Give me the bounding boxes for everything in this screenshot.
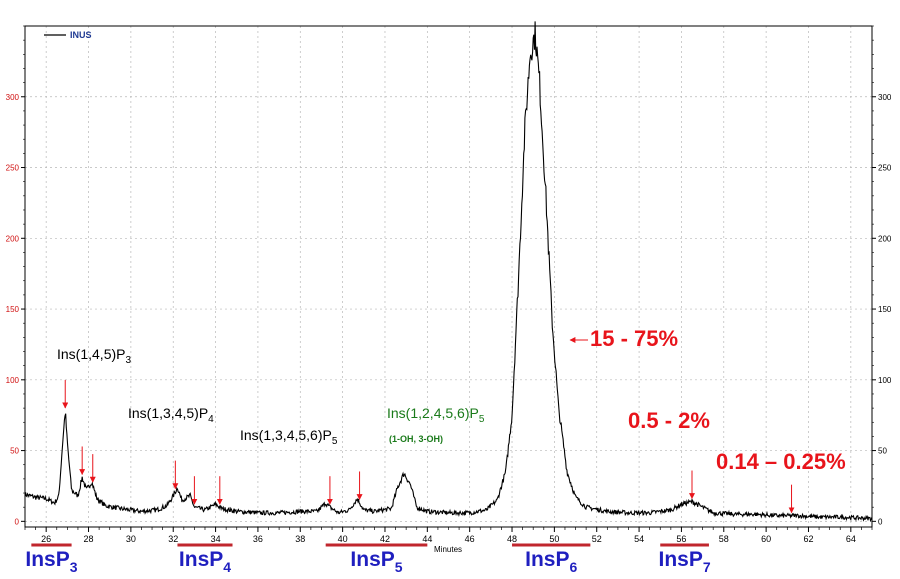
y-tick-label-left: 50: [10, 447, 19, 456]
annotation-pct-insp6: 15 - 75%: [590, 326, 678, 351]
y-tick-label-left: 0: [15, 517, 20, 526]
peak-arrows: [62, 379, 795, 514]
y-tick-label-left: 300: [6, 93, 20, 102]
x-tick-label: 32: [168, 534, 178, 544]
y-axis-left: 0 50 100 150 200 250 300: [6, 25, 25, 526]
x-tick-label: 60: [761, 534, 771, 544]
annotation-ins145p3: Ins(1,4,5)P3: [57, 346, 131, 366]
x-tick-label: 62: [803, 534, 813, 544]
annotation-pct-insp8: 0.14 – 0.25%: [716, 449, 846, 474]
annotation-pct-insp7: 0.5 - 2%: [628, 408, 710, 433]
x-tick-label: 34: [211, 534, 221, 544]
x-tick-label: 28: [84, 534, 94, 544]
y-tick-label-left: 250: [6, 164, 20, 173]
x-axis-label: Minutes: [434, 545, 462, 554]
x-tick-label: 38: [295, 534, 305, 544]
legend-entry-inus: INUS: [70, 30, 92, 40]
y-tick-label-right: 200: [878, 234, 892, 243]
x-tick-label: 30: [126, 534, 136, 544]
x-tick-label: 44: [422, 534, 432, 544]
x-tick-label: 46: [465, 534, 475, 544]
x-tick-label: 42: [380, 534, 390, 544]
x-tick-label: 52: [592, 534, 602, 544]
x-tick-label: 56: [676, 534, 686, 544]
x-tick-label: 58: [719, 534, 729, 544]
range-label-insp6: InsP6: [525, 548, 577, 575]
range-label-insp7: InsP7: [659, 548, 711, 575]
x-tick-label: 50: [549, 534, 559, 544]
y-tick-label-left: 200: [6, 234, 20, 243]
annotation-ins1345p4: Ins(1,3,4,5)P4: [128, 405, 214, 425]
x-tick-label: 26: [41, 534, 51, 544]
x-tick-label: 64: [846, 534, 856, 544]
y-tick-label-right: 0: [878, 517, 883, 526]
annotation-ins12456p5: Ins(1,2,4,5,6)P5: [387, 405, 485, 425]
y-tick-label-left: 150: [6, 305, 20, 314]
x-axis: 26 28 30 32 34 36 38 40 42 44 46 48 50 52 54 56 58 60 62 64: [24, 527, 873, 544]
grid: [25, 26, 872, 527]
y-axis-right: 0 50 100 150 200 250 300: [872, 25, 892, 526]
annotation-ins13456p5: Ins(1,3,4,5,6)P5: [240, 427, 338, 447]
y-tick-label-left: 100: [6, 376, 20, 385]
x-tick-label: 54: [634, 534, 644, 544]
x-tick-label: 40: [338, 534, 348, 544]
x-tick-label: 36: [253, 534, 263, 544]
y-tick-label-right: 50: [878, 447, 887, 456]
annotation-oh-note: (1-OH, 3-OH): [389, 434, 443, 444]
range-label-insp5: InsP5: [350, 548, 402, 575]
y-tick-label-right: 100: [878, 376, 892, 385]
y-tick-label-right: 250: [878, 164, 892, 173]
range-label-insp4: InsP4: [179, 548, 231, 575]
series-line-inus: [24, 21, 873, 523]
x-tick-label: 48: [507, 534, 517, 544]
legend: INUS: [44, 30, 92, 40]
y-tick-label-right: 300: [878, 93, 892, 102]
y-tick-label-right: 150: [878, 305, 892, 314]
elution-ranges: InsP3 InsP4 InsP5 InsP6 InsP7: [25, 543, 711, 575]
range-label-insp3: InsP3: [25, 548, 77, 575]
